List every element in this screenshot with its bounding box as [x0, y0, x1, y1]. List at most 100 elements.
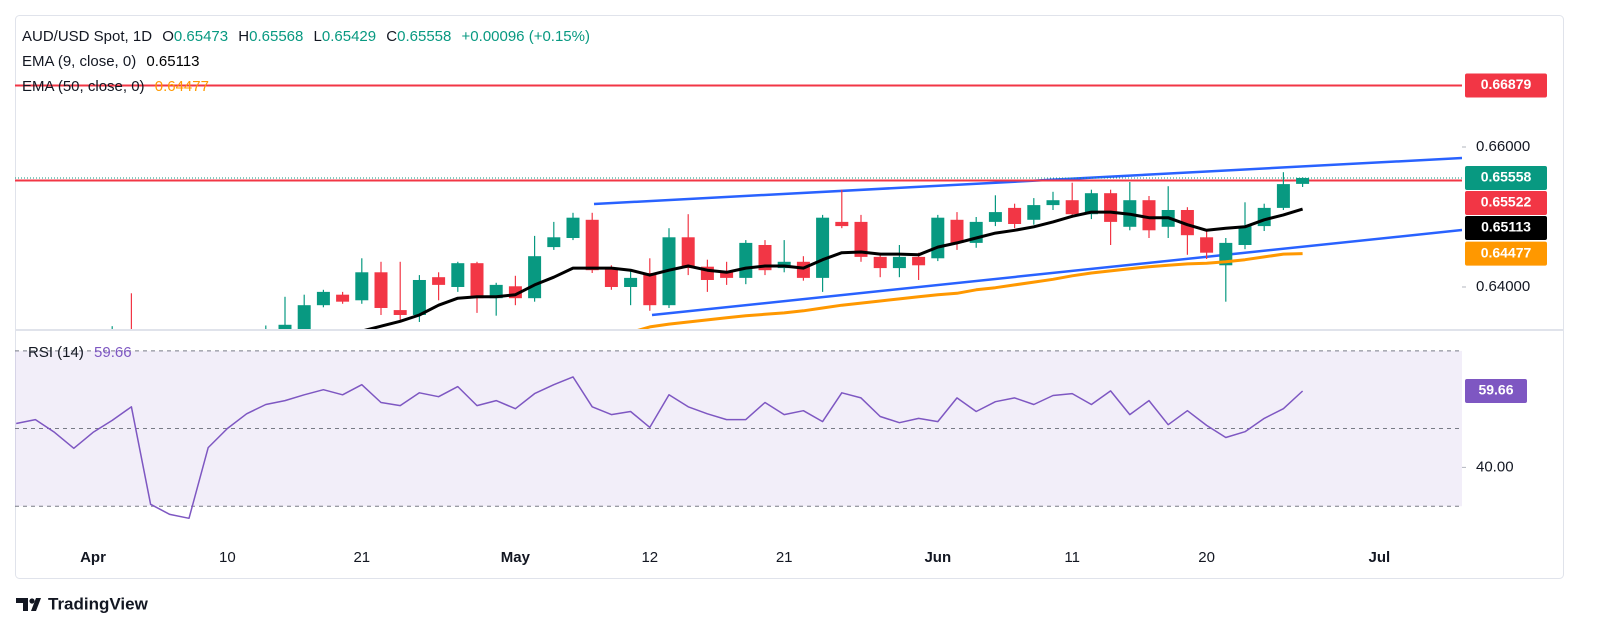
x-tick-label: 21	[353, 549, 370, 566]
price-tag-bg	[1465, 73, 1547, 98]
symbol-title: AUD/USD Spot, 1D	[22, 28, 152, 45]
candle-body	[297, 305, 311, 329]
price-tag-bg	[1465, 190, 1547, 215]
price-tag-label: 0.65522	[1481, 194, 1532, 210]
x-tick-label: 21	[776, 549, 793, 566]
candle-body	[336, 294, 350, 302]
candle-body	[508, 286, 522, 299]
candle-body	[1008, 207, 1022, 224]
candle-body	[566, 217, 580, 238]
candle-body	[547, 237, 561, 248]
price-tag-bg	[1465, 215, 1547, 240]
price-tag-label: 0.65113	[1481, 219, 1531, 235]
rsi-legend: RSI (14) 59.66	[28, 344, 132, 361]
price-pane	[15, 84, 1462, 567]
candle-body	[1238, 226, 1252, 245]
x-tick-label: May	[501, 549, 531, 566]
x-tick-label: 20	[1198, 549, 1215, 566]
candle-body	[1219, 242, 1233, 266]
rsi-line	[16, 376, 1304, 520]
ohlc-value: 0.65558	[397, 28, 451, 45]
candle-body	[412, 279, 426, 315]
legend-ema9: EMA (9, close, 0) 0.65113	[22, 53, 200, 70]
rsi-tag-label: 59.66	[1478, 382, 1513, 398]
ohlc-value: 0.65429	[322, 28, 376, 45]
legend-name: EMA (50, close, 0)	[22, 78, 145, 95]
candle-body	[528, 256, 542, 299]
ohlc-label: H	[238, 28, 249, 45]
legend-name: EMA (9, close, 0)	[22, 53, 136, 70]
candle-body	[1027, 205, 1041, 220]
candle-body	[1065, 200, 1079, 215]
candle-body	[816, 217, 830, 278]
candle-body	[163, 532, 176, 539]
candle-body	[758, 244, 772, 271]
candle-body	[316, 291, 330, 306]
candle-body	[835, 221, 849, 227]
brand-logo	[16, 598, 41, 611]
candle-body	[470, 263, 484, 299]
legend-value: 0.65113	[146, 53, 199, 70]
x-tick-label: 10	[219, 549, 236, 566]
candle-body	[950, 219, 964, 243]
candle-body	[854, 221, 868, 257]
x-tick-label: Jun	[924, 549, 951, 566]
candle-body	[873, 256, 887, 269]
candle-body	[1257, 207, 1271, 227]
price-tag-bg	[1465, 165, 1547, 190]
candle-body	[183, 532, 196, 567]
rsi-value: 59.66	[94, 344, 132, 361]
ema-line	[363, 207, 1304, 329]
candle-body	[720, 272, 734, 278]
trendline-lower	[651, 228, 1462, 317]
legend-ema50: EMA (50, close, 0) 0.64477	[22, 78, 209, 95]
ohlc-label: O	[162, 28, 174, 45]
candle-body	[1200, 237, 1214, 253]
price-tag-bg	[1465, 241, 1547, 266]
ohlc-label: C	[386, 28, 397, 45]
x-tick-label: Apr	[80, 549, 106, 566]
candle-body	[374, 272, 388, 308]
candle-body	[1180, 209, 1194, 236]
candle-body	[1084, 193, 1098, 215]
price-tag-label: 0.65558	[1481, 169, 1532, 185]
candle-body	[931, 217, 945, 259]
price-tags: 59.66 0.66879 0.65558 0.65522 0.65113 0.64477	[1465, 73, 1547, 404]
y-tick-label: 0.64000	[1476, 278, 1530, 295]
candle-body	[489, 284, 503, 299]
candle-body	[681, 237, 695, 269]
legend-value: 0.64477	[155, 78, 209, 95]
ohlc-value: 0.65473	[174, 28, 228, 45]
candle-body	[278, 324, 292, 329]
candle-body	[1104, 193, 1118, 222]
axes: Apr 10 21 May 12 21 Jun 11 20 Jul 0.66000 0.64000 40…	[80, 138, 1530, 566]
y-tick-label: 40.00	[1476, 458, 1514, 475]
candle-body	[796, 261, 810, 278]
candle-body	[432, 277, 446, 285]
change-label: +0.00096 (+0.15%)	[462, 28, 590, 45]
y-tick-label: 0.66000	[1476, 138, 1530, 155]
candle-body	[912, 256, 926, 266]
ema-line	[637, 252, 1303, 329]
candle-body	[1276, 184, 1290, 208]
price-tag-label: 0.66879	[1481, 76, 1532, 92]
header-ohlc: AUD/USD Spot, 1D O0.65473 H0.65568 L0.65…	[22, 28, 590, 45]
candle-body	[988, 212, 1002, 222]
candle-body	[451, 263, 465, 287]
ohlc-label: L	[314, 28, 322, 45]
candle-body	[1142, 200, 1156, 231]
chart-frame	[15, 15, 1564, 579]
candle-body	[355, 272, 369, 301]
candle-body	[739, 242, 753, 278]
candle-body	[604, 268, 618, 287]
candle-body	[643, 272, 657, 306]
x-tick-label: Jul	[1369, 549, 1391, 566]
candle-body	[1296, 177, 1310, 184]
rsi-pane	[15, 350, 1462, 520]
x-tick-label: 11	[1064, 549, 1080, 566]
candle-body	[393, 310, 407, 315]
price-tag-label: 0.64477	[1481, 244, 1532, 260]
brand-name: TradingView	[48, 594, 149, 613]
candle-body	[624, 277, 638, 287]
